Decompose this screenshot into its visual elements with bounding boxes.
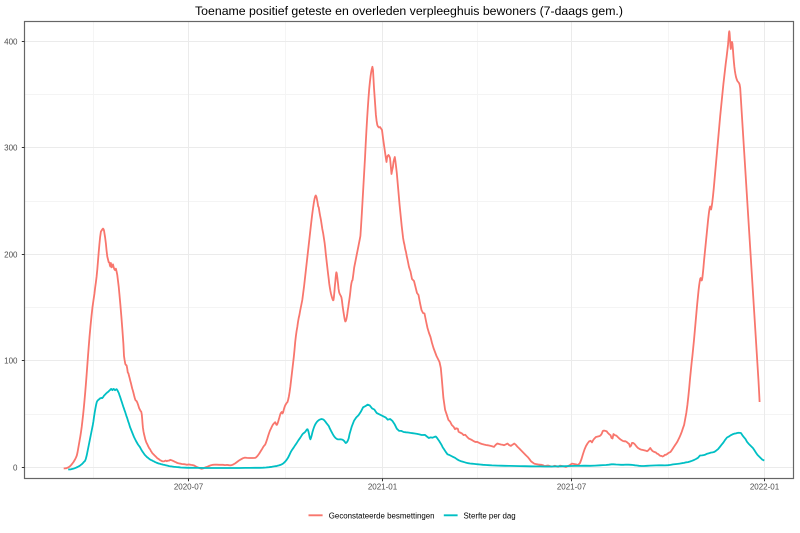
svg-text:2021-01: 2021-01 <box>368 483 398 492</box>
svg-text:400: 400 <box>4 37 18 46</box>
svg-text:200: 200 <box>4 250 18 259</box>
svg-text:Sterfte per dag: Sterfte per dag <box>464 512 516 521</box>
svg-text:2020-07: 2020-07 <box>174 483 204 492</box>
svg-text:Geconstateerde besmettingen: Geconstateerde besmettingen <box>329 512 435 521</box>
svg-text:300: 300 <box>4 143 18 152</box>
svg-text:0: 0 <box>13 463 18 472</box>
svg-text:2022-01: 2022-01 <box>750 483 780 492</box>
svg-text:100: 100 <box>4 356 18 365</box>
svg-text:2021-07: 2021-07 <box>557 483 587 492</box>
svg-text:Toename positief geteste en ov: Toename positief geteste en overleden ve… <box>195 4 623 18</box>
